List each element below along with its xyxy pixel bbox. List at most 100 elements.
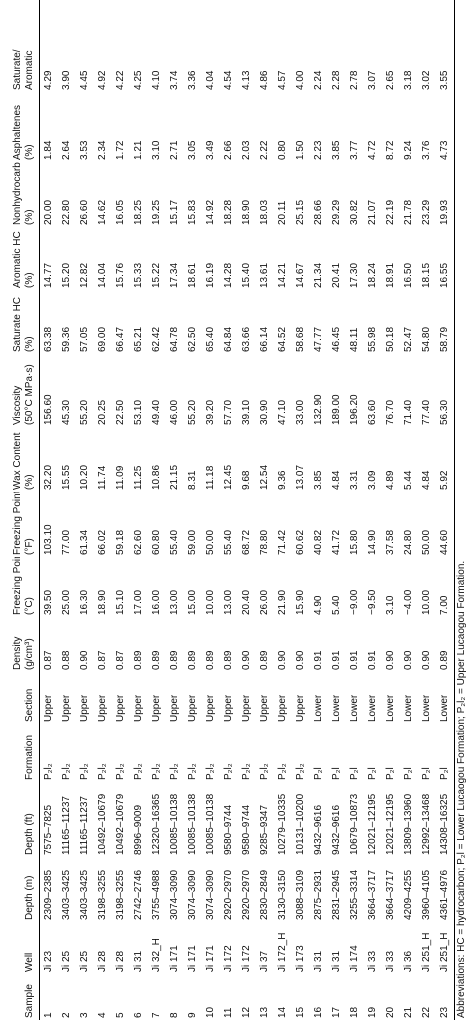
- table-row: 9 Ji 171 3074–3090 10085–10138 P₂l₂ Upper 0.89…: [184, 0, 202, 1020]
- table-cell: 63.66: [241, 326, 252, 352]
- table-cell: 17.30: [349, 262, 360, 288]
- table-cell: 8.31: [187, 470, 198, 490]
- table-cell: 57.05: [79, 326, 90, 352]
- table-cell: 0.88: [61, 650, 72, 670]
- header-line: Freezing Point: [12, 492, 23, 555]
- table-cell: 71.42: [277, 529, 288, 555]
- table-cell: 0.89: [436, 617, 455, 672]
- table-cell: Lower: [367, 694, 378, 722]
- table-cell: 14.21: [277, 262, 288, 288]
- table-cell: 9580–9744: [223, 804, 234, 855]
- table-cell: 4.29: [43, 70, 54, 90]
- column-header: Saturate HC (%): [0, 290, 40, 354]
- table-cell: 11165–11237: [79, 796, 90, 855]
- table-row: 10 Ji 171 3074–3090 10085–10138 P₂l₂ Upper 0.8…: [202, 0, 220, 1020]
- table-cell: 3.31: [349, 470, 360, 490]
- table-cell: 54.80: [421, 326, 432, 352]
- table-cell: 50.18: [385, 326, 396, 352]
- table-cell: 9.68: [241, 470, 252, 490]
- table-cell: 15.83: [187, 199, 198, 225]
- column-header: Saturate/Aromatic: [0, 0, 40, 92]
- table-cell: 52.47: [403, 326, 414, 352]
- table-cell: 2920–2970: [241, 869, 252, 920]
- table-cell: 11.18: [205, 465, 216, 490]
- table-cell: 0.90: [79, 650, 90, 670]
- table-cell: 10.20: [79, 464, 90, 490]
- table-cell: 4.13: [241, 70, 252, 90]
- table-cell: 2831–2945: [331, 869, 342, 920]
- table-cell: P₂l₂: [151, 763, 162, 780]
- header-line: (°F): [24, 538, 35, 555]
- table-cell: P₂l: [331, 767, 342, 780]
- table-cell: 9: [187, 1012, 198, 1018]
- table-cell: 9.36: [277, 470, 288, 490]
- table-cell: 60.62: [295, 529, 306, 555]
- table-cell: 19.25: [151, 199, 162, 225]
- table-row: 19 Ji 33 3664–3717 12021–12195 P₂l Lower 0.91 −…: [364, 0, 382, 1020]
- table-cell: 3.76: [421, 140, 432, 160]
- table-cell: 68.72: [241, 529, 252, 555]
- table-cell: 63.38: [43, 326, 54, 352]
- table-cell: 16.19: [205, 262, 216, 288]
- table-cell: 7.00: [436, 557, 455, 617]
- table-cell: Ji 174: [349, 945, 360, 972]
- table-cell: 66.14: [259, 326, 270, 352]
- table-cell: 76.70: [385, 399, 396, 425]
- table-cell: 18.24: [367, 262, 378, 288]
- table-cell: Lower: [313, 694, 324, 722]
- table-cell: 22.19: [385, 199, 396, 225]
- column-header: Section: [0, 672, 40, 724]
- table-cell: 21.90: [277, 589, 288, 615]
- table-cell: 47.77: [313, 326, 324, 352]
- column-header: Nonhydrocarbons (%): [0, 162, 40, 227]
- table-cell: 59.00: [187, 529, 198, 555]
- table-row: 6 Ji 31 2742–2746 8996–9009 P₂l₂ Upper 0.89 17.…: [130, 0, 148, 1020]
- table-cell: 25.00: [61, 589, 72, 615]
- table-cell: 22: [421, 1006, 432, 1018]
- table-cell: 4.92: [97, 70, 108, 90]
- table-cell: 7575–7825: [43, 804, 54, 855]
- table-cell: Upper: [277, 694, 288, 722]
- table-cell: 15.33: [133, 262, 144, 288]
- table-cell: Upper: [223, 694, 234, 722]
- header-line: Sample: [24, 984, 35, 1018]
- table-cell: Upper: [61, 694, 72, 722]
- table-cell: 4.57: [277, 70, 288, 90]
- table-cell: 2: [61, 1012, 72, 1018]
- table-cell: Ji 173: [295, 945, 306, 972]
- table-cell: 0.87: [97, 650, 108, 670]
- table-cell: P₂l: [403, 767, 414, 780]
- table-cell: 9285–9347: [259, 804, 270, 855]
- table-cell: 0.89: [133, 650, 144, 670]
- table-cell: 3074–3090: [187, 869, 198, 920]
- table-cell: 2.65: [385, 70, 396, 90]
- table-cell: 3664–3717: [385, 869, 396, 920]
- table-cell: 15.10: [115, 589, 126, 615]
- table-cell: 62.50: [187, 326, 198, 352]
- table-cell: 132.90: [313, 394, 324, 425]
- header-line: (%): [24, 272, 35, 288]
- table-cell: 13809–13960: [403, 793, 414, 855]
- header-line: Formation: [24, 734, 35, 780]
- table-cell: 4.72: [367, 140, 378, 160]
- table-cell: 78.80: [259, 529, 270, 555]
- table-cell: 2.24: [313, 70, 324, 90]
- table-cell: 17.00: [133, 589, 144, 615]
- table-cell: 3198–3255: [97, 869, 108, 920]
- table-cell: P₂l₂: [259, 763, 270, 780]
- table-cell: 28.66: [313, 199, 324, 225]
- table-cell: 55.40: [223, 529, 234, 555]
- table-cell: Ji 33: [367, 950, 378, 972]
- table-cell: 32.20: [43, 464, 54, 490]
- table-cell: 18.28: [223, 199, 234, 225]
- table-row: 16 Ji 31 2875–2931 9432–9616 P₂l Lower 0.91 4.9…: [310, 0, 328, 1020]
- table-cell: 14.62: [97, 199, 108, 225]
- table-row: 4 Ji 28 3198–3255 10492–10679 P₂l₂ Upper 0.87 1…: [94, 0, 112, 1020]
- table-row: 22 Ji 251_H 3960–4105 12992–13468 P₂l Lower 0.…: [418, 0, 436, 1020]
- table-cell: 59.18: [115, 529, 126, 555]
- table-cell: 18.91: [385, 262, 396, 288]
- table-cell: 66.02: [97, 529, 108, 555]
- table-row: 23 Ji 251_H 4361–4976 14308–16325 P₂l Lower 0.…: [436, 0, 455, 1020]
- table-cell: 103.10: [43, 524, 54, 555]
- table-cell: 0.90: [403, 650, 414, 670]
